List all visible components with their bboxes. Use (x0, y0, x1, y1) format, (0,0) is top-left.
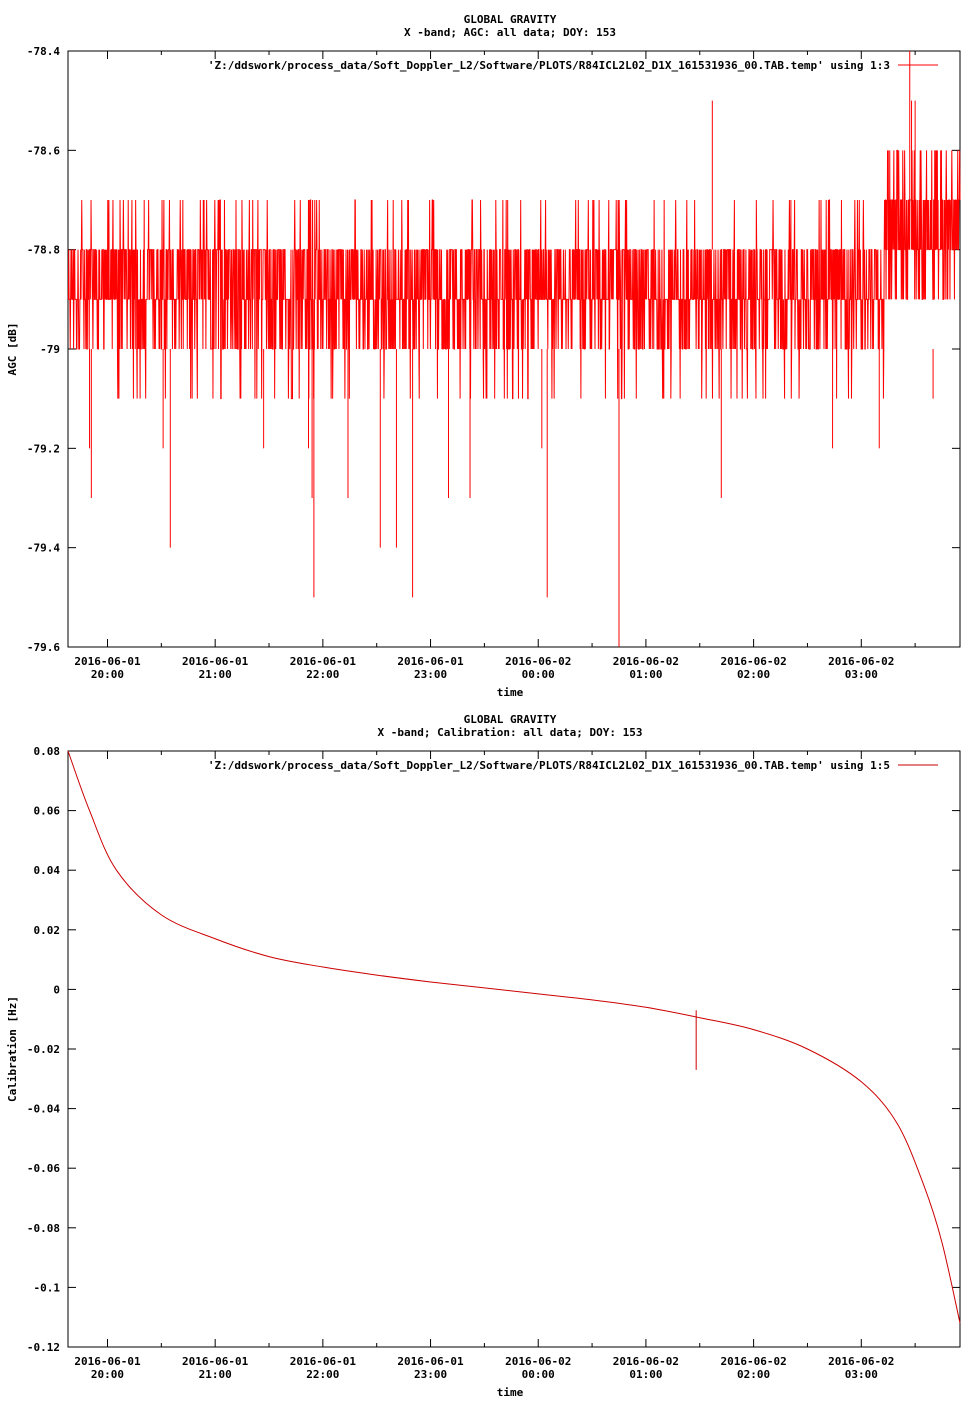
x-tick-time-label: 20:00 (91, 1368, 124, 1381)
x-tick-date-label: 2016-06-02 (613, 1355, 679, 1368)
chart-title: GLOBAL GRAVITY (464, 713, 557, 726)
x-axis-label: time (497, 686, 524, 699)
y-axis-label: Calibration [Hz] (6, 996, 19, 1102)
y-axis-label: AGC [dB] (6, 323, 19, 376)
x-tick-date-label: 2016-06-02 (613, 655, 679, 668)
x-tick-date-label: 2016-06-01 (182, 655, 249, 668)
x-tick-time-label: 22:00 (306, 1368, 339, 1381)
x-tick-time-label: 21:00 (199, 1368, 232, 1381)
y-tick-label: 0.08 (34, 745, 61, 758)
x-tick-time-label: 03:00 (845, 668, 878, 681)
x-tick-date-label: 2016-06-02 (505, 1355, 571, 1368)
x-tick-time-label: 21:00 (199, 668, 232, 681)
x-tick-date-label: 2016-06-01 (290, 655, 357, 668)
x-tick-date-label: 2016-06-02 (828, 655, 894, 668)
y-tick-label: -79.2 (27, 442, 60, 455)
x-tick-date-label: 2016-06-02 (828, 1355, 894, 1368)
legend-label: 'Z:/ddswork/process_data/Soft_Doppler_L2… (208, 759, 890, 772)
y-tick-label: -0.12 (27, 1341, 60, 1354)
y-tick-label: -79.6 (27, 641, 60, 654)
x-tick-date-label: 2016-06-02 (720, 1355, 786, 1368)
x-tick-date-label: 2016-06-01 (74, 655, 141, 668)
agc-series-line (67, 149, 961, 400)
x-tick-time-label: 00:00 (522, 1368, 555, 1381)
x-tick-date-label: 2016-06-02 (505, 655, 571, 668)
x-tick-time-label: 02:00 (737, 1368, 770, 1381)
x-tick-time-label: 20:00 (91, 668, 124, 681)
y-tick-label: -78.6 (27, 144, 60, 157)
x-tick-date-label: 2016-06-02 (720, 655, 786, 668)
y-tick-label: 0.04 (34, 864, 61, 877)
x-tick-time-label: 00:00 (522, 668, 555, 681)
y-tick-label: -79 (40, 343, 60, 356)
x-tick-date-label: 2016-06-01 (74, 1355, 141, 1368)
x-tick-time-label: 02:00 (737, 668, 770, 681)
y-tick-label: 0 (53, 983, 60, 996)
y-tick-label: 0.06 (34, 805, 61, 818)
y-tick-label: -0.02 (27, 1043, 60, 1056)
x-tick-time-label: 22:00 (306, 668, 339, 681)
x-tick-date-label: 2016-06-01 (397, 655, 464, 668)
x-tick-time-label: 23:00 (414, 1368, 447, 1381)
y-tick-label: -0.1 (34, 1281, 61, 1294)
y-tick-label: -78.8 (27, 244, 60, 257)
y-tick-label: -79.4 (27, 542, 60, 555)
chart-title: GLOBAL GRAVITY (464, 13, 557, 26)
plot-frame (67, 750, 961, 1348)
y-tick-label: -0.08 (27, 1222, 60, 1235)
chart-subtitle: X -band; Calibration: all data; DOY: 153 (378, 726, 643, 739)
x-tick-time-label: 23:00 (414, 668, 447, 681)
y-tick-label: 0.02 (34, 924, 61, 937)
y-tick-label: -78.4 (27, 45, 60, 58)
x-tick-time-label: 03:00 (845, 1368, 878, 1381)
x-tick-date-label: 2016-06-01 (182, 1355, 249, 1368)
x-tick-date-label: 2016-06-01 (397, 1355, 464, 1368)
calibration-series-line (67, 750, 961, 1324)
y-tick-label: -0.06 (27, 1162, 60, 1175)
x-tick-time-label: 01:00 (629, 668, 662, 681)
legend-label: 'Z:/ddswork/process_data/Soft_Doppler_L2… (208, 59, 890, 72)
y-tick-label: -0.04 (27, 1103, 60, 1116)
x-tick-date-label: 2016-06-01 (290, 1355, 357, 1368)
x-axis-label: time (497, 1386, 524, 1399)
chart-subtitle: X -band; AGC: all data; DOY: 153 (404, 26, 616, 39)
x-tick-time-label: 01:00 (629, 1368, 662, 1381)
